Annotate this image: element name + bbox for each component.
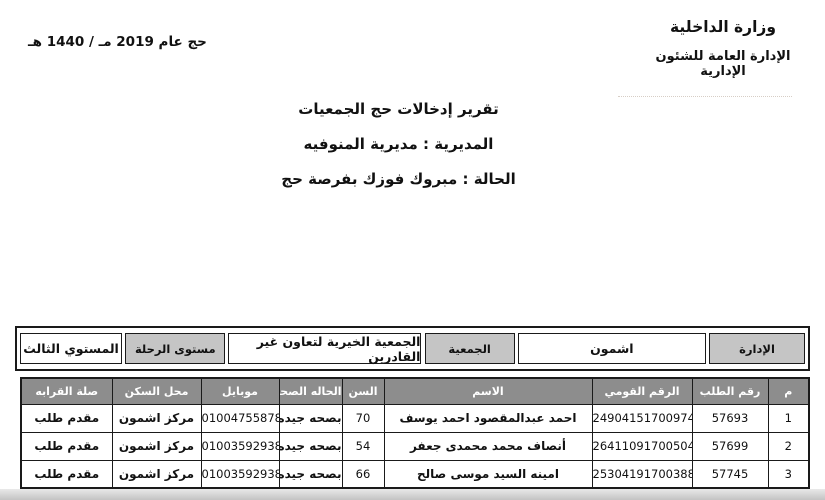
- cell-request-number: 57745: [691, 459, 769, 489]
- ministry-department: الإدارة العامة للشئون الإدارية: [655, 49, 791, 79]
- cell-name: احمد عبدالمقصود احمد يوسف: [383, 403, 593, 433]
- table-row: 2 57699 26411091700504 أنصاف محمد محمدى …: [20, 431, 810, 461]
- letterhead-divider: [618, 96, 792, 97]
- cell-age: 66: [341, 459, 385, 489]
- cell-residence: مركز اشمون: [111, 431, 202, 461]
- admin-label: الإدارة: [709, 333, 805, 364]
- col-header-health-status: الحاله الصحيه: [278, 377, 343, 405]
- admin-value-field: اشمون: [517, 333, 706, 364]
- col-header-name: الاسم: [383, 377, 593, 405]
- col-header-mobile: موبايل: [200, 377, 280, 405]
- info-bar: الإدارة اشمون الجمعية الجمعية الخيرية لت…: [15, 326, 810, 371]
- cell-health-status: بصحه جيده: [278, 459, 343, 489]
- applicants-table: م رقم الطلب الرقم القومي الاسم السن الحا…: [20, 377, 810, 489]
- cell-mobile: 01003592938: [200, 431, 280, 461]
- cell-mobile: 01004755878: [200, 403, 280, 433]
- cell-residence: مركز اشمون: [111, 459, 202, 489]
- cell-relationship: مقدم طلب: [20, 431, 113, 461]
- cell-age: 54: [341, 431, 385, 461]
- cell-serial: 2: [767, 431, 810, 461]
- cell-serial: 1: [767, 403, 810, 433]
- cell-relationship: مقدم طلب: [20, 459, 113, 489]
- col-header-relationship: صلة القرابه: [20, 377, 113, 405]
- trip-level-value-field: المستوي الثالث: [20, 333, 123, 364]
- cell-mobile: 01003592938: [200, 459, 280, 489]
- cell-name: أنصاف محمد محمدى جعفر: [383, 431, 593, 461]
- report-title: تقرير إدخالات حج الجمعيات: [298, 100, 499, 118]
- cell-request-number: 57693: [691, 403, 769, 433]
- page-bottom-edge: [0, 489, 825, 500]
- table-row: 1 57693 24904151700974 احمد عبدالمقصود ا…: [20, 403, 810, 433]
- cell-serial: 3: [767, 459, 810, 489]
- cell-request-number: 57699: [691, 431, 769, 461]
- trip-level-label: مستوى الرحلة: [125, 333, 226, 364]
- status-line: الحالة : مبروك فوزك بفرصة حج: [281, 170, 516, 188]
- cell-national-id: 24904151700974: [591, 403, 693, 433]
- ministry-letterhead: وزارة الداخلية الإدارة العامة للشئون الإ…: [633, 18, 813, 79]
- report-titles: تقرير إدخالات حج الجمعيات المديرية : مدي…: [0, 96, 797, 201]
- col-header-request-number: رقم الطلب: [691, 377, 769, 405]
- cell-age: 70: [341, 403, 385, 433]
- association-value-field: الجمعية الخيرية لتعاون غير القادرين: [228, 333, 422, 364]
- col-header-residence: محل السكن: [111, 377, 202, 405]
- col-header-age: السن: [341, 377, 385, 405]
- hajj-year-line: حج عام 2019 مـ / 1440 هـ: [28, 34, 207, 50]
- cell-relationship: مقدم طلب: [20, 403, 113, 433]
- col-header-national-id: الرقم القومي: [591, 377, 693, 405]
- cell-health-status: بصحه جيده: [278, 431, 343, 461]
- directorate-line: المديرية : مديرية المنوفيه: [303, 135, 494, 153]
- table-header-row: م رقم الطلب الرقم القومي الاسم السن الحا…: [20, 377, 810, 405]
- cell-national-id: 26411091700504: [591, 431, 693, 461]
- ministry-name: وزارة الداخلية: [670, 18, 776, 36]
- cell-national-id: 25304191700388: [591, 459, 693, 489]
- cell-health-status: بصحه جيده: [278, 403, 343, 433]
- table-row: 3 57745 25304191700388 امينه السيد موسى …: [20, 459, 810, 489]
- cell-name: امينه السيد موسى صالح: [383, 459, 593, 489]
- cell-residence: مركز اشمون: [111, 403, 202, 433]
- association-label: الجمعية: [424, 333, 515, 364]
- col-header-serial: م: [767, 377, 810, 405]
